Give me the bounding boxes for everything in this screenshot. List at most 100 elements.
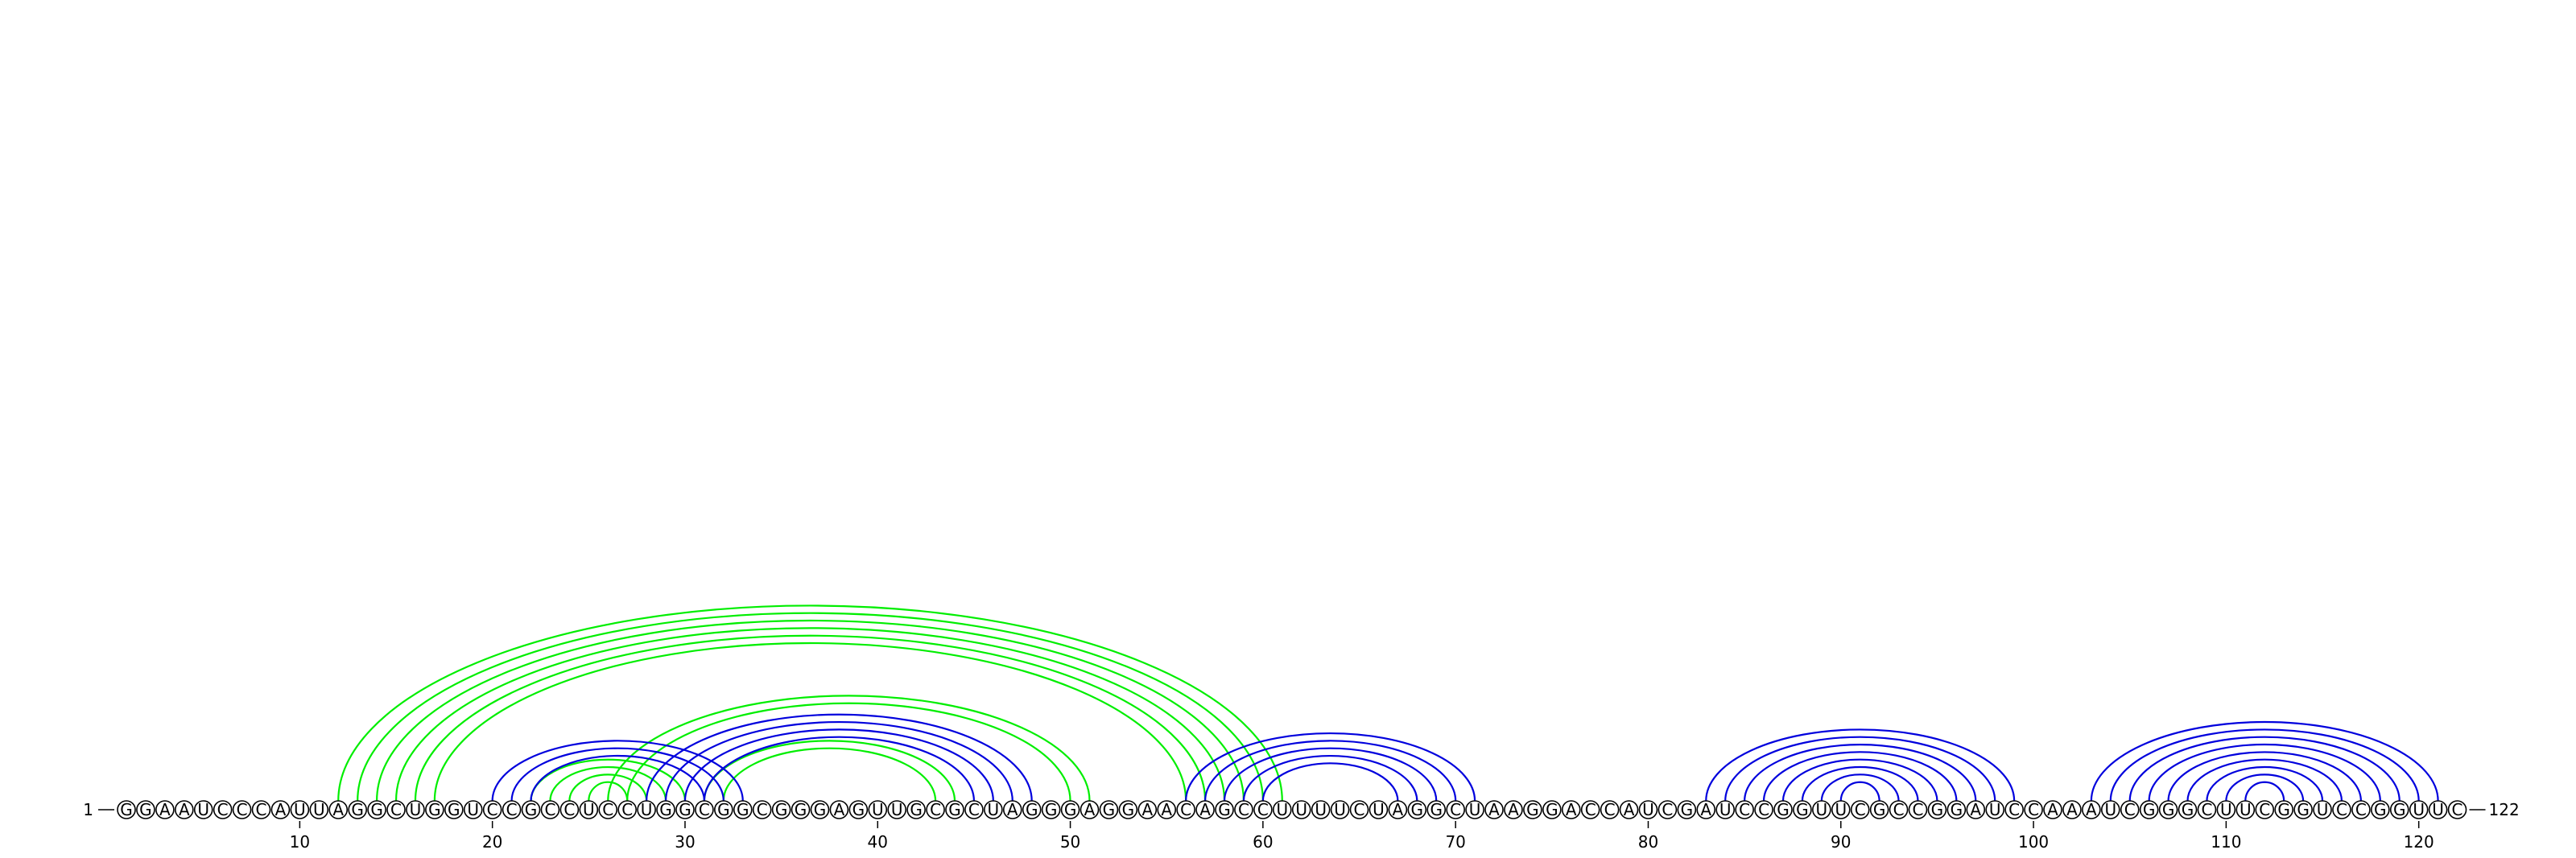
nucleotide-letter: G [351,800,364,819]
nucleotide: C [540,800,560,819]
nucleotide: U [984,800,1003,819]
nucleotide: C [1754,800,1773,819]
nucleotide-letter: U [1315,800,1327,819]
nucleotide-letter: C [2124,800,2136,819]
nucleotide-letter: G [1122,800,1135,819]
nucleotide: G [2178,800,2198,819]
nucleotide: C [213,800,233,819]
nucleotide-circle [829,800,849,819]
nucleotide: A [1561,800,1581,819]
nucleotide-circle [1696,800,1716,819]
nucleotide-circle [2235,800,2256,819]
nucleotide-letter: U [2317,800,2329,819]
nucleotide: U [2100,800,2120,819]
nucleotide: G [1022,800,1042,819]
nucleotide: G [656,800,675,819]
nucleotide: A [328,800,349,819]
nucleotide-letter: A [1566,800,1577,819]
nucleotide-circle [155,800,175,819]
nucleotide-letter: G [717,800,730,819]
nucleotide: C [2255,800,2275,819]
nucleotide: A [1002,800,1022,819]
nucleotide-circle [328,800,349,819]
nucleotide-circle [2082,800,2101,819]
pair-arc [1839,781,1880,802]
nucleotide-circle [2158,800,2178,819]
nucleotide-letter: U [988,800,1000,819]
nucleotide-circle [1484,800,1504,819]
nucleotide-letter: G [2393,800,2406,819]
nucleotide: A [1388,800,1408,819]
pair-arc [588,781,629,802]
pair-arc [375,619,1245,802]
nucleotide-letter: G [737,800,749,819]
nucleotide-circle [1080,800,1100,819]
nucleotide: C [964,800,984,819]
nucleotide-circle [1099,800,1119,819]
nucleotide-circle [1561,800,1581,819]
nucleotide: U [309,800,329,819]
nucleotide: G [945,800,964,819]
nucleotide-letter: U [1373,800,1385,819]
nucleotide-circle [2313,800,2332,819]
nucleotide-circle [945,800,964,819]
nucleotide-circle [1137,800,1158,819]
nucleotide-letter: C [2201,800,2212,819]
nucleotide-circle [136,800,155,819]
nucleotide-letter: G [1026,800,1038,819]
nucleotide-circle [174,800,194,819]
nucleotide: G [1215,800,1234,819]
nucleotide-letter: U [1469,800,1481,819]
pair-arc [394,627,1226,802]
nucleotide-letter: G [1873,800,1886,819]
nucleotide: U [406,800,425,819]
nucleotide-circle [270,800,291,819]
nucleotide-letter: A [1007,800,1018,819]
nucleotide: U [1368,800,1389,819]
tick-label: 10 [290,832,310,852]
nucleotide-circle [1677,800,1697,819]
nucleotide: G [1946,800,1967,819]
nucleotide: U [637,800,656,819]
nucleotide-letter: G [1045,800,1058,819]
nucleotide-letter: G [1411,800,1424,819]
nucleotide-circle [213,800,233,819]
nucleotide: G [1542,800,1562,819]
pair-arc [626,702,1071,802]
nucleotide: G [521,800,541,819]
nucleotide-circle [1273,800,1292,819]
pair-arc [530,754,705,802]
nucleotide-circle [848,800,869,819]
nucleotide-circle [1619,800,1639,819]
nucleotide-letter: G [1103,800,1116,819]
pair-arc [2148,743,2381,802]
nucleotide-letter: A [179,800,190,819]
nucleotide: A [174,800,194,819]
nucleotide: A [1504,800,1523,819]
nucleotide: C [598,800,618,819]
tick-label: 50 [1060,832,1080,852]
nucleotide: U [463,800,483,819]
nucleotide-letter: C [2259,800,2270,819]
nucleotide: C [1600,800,1620,819]
nucleotide-letter: C [1913,800,1924,819]
nucleotide: G [1927,800,1947,819]
nucleotide-circle [695,800,714,819]
nucleotide-circle [2371,800,2390,819]
nucleotide-letter: C [2355,800,2367,819]
nucleotide: G [810,800,830,819]
nucleotide-circle [1330,800,1350,819]
pair-arc [646,713,1033,802]
tick-label: 90 [1831,832,1851,852]
nucleotide-letter: U [197,800,209,819]
nucleotide-letter: C [1662,800,1673,819]
nucleotide-circle [1966,800,1986,819]
nucleotide-letter: G [795,800,807,819]
nucleotide: U [1985,800,2005,819]
nucleotide-circle [2351,800,2371,819]
tick-label: 20 [482,832,502,852]
nucleotide-letter: C [1855,800,1866,819]
nucleotide-letter: G [1218,800,1231,819]
tick-label: 110 [2211,832,2241,852]
nucleotide-letter: U [641,800,653,819]
